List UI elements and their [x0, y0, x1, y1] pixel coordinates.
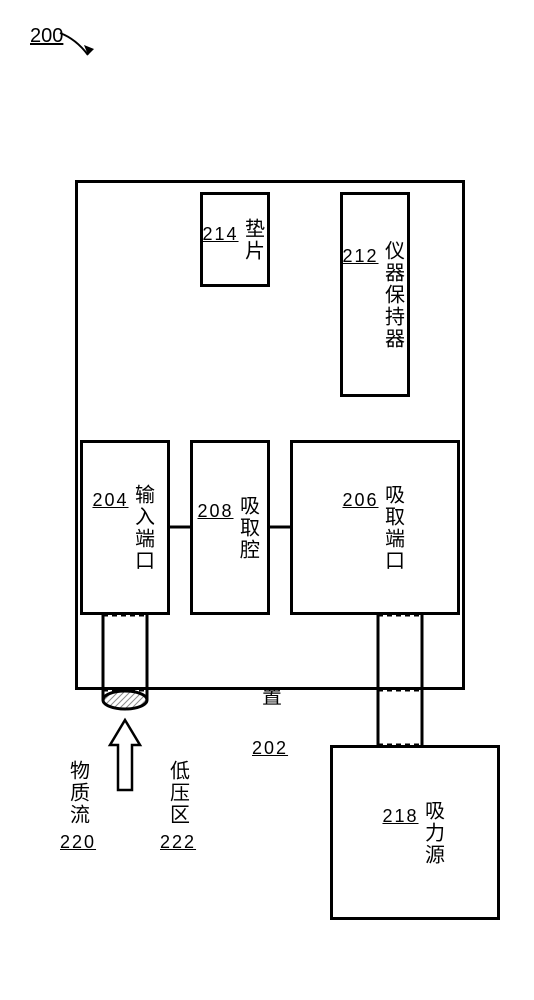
material-flow-arrow [110, 720, 140, 790]
suction-cavity-label: 吸取腔 208 [197, 495, 262, 561]
suction-source-box: 吸力源 218 [330, 745, 500, 920]
input-port-label: 输入端口 204 [92, 484, 157, 572]
input-port-box: 输入端口 204 [80, 440, 170, 615]
material-flow-label: 物质流 220 [60, 760, 96, 853]
suction-cavity-box: 吸取腔 208 [190, 440, 270, 615]
suction-port-box: 吸取端口 206 [290, 440, 460, 615]
instrument-holder-label: 仪器保持器 212 [342, 240, 407, 350]
instrument-holder-box: 仪器保持器 212 [340, 192, 410, 397]
suction-source-label: 吸力源 218 [382, 800, 447, 866]
figure-number: 200 [30, 25, 63, 48]
suction-port-label: 吸取端口 206 [342, 484, 407, 572]
low-pressure-label: 低压区 222 [160, 760, 196, 853]
diagram-canvas: 200 仪器保持器 212 垫片 214 吸取端口 206 吸取腔 208 [0, 0, 534, 1000]
pad-label: 垫片 214 [202, 218, 267, 262]
pad-box: 垫片 214 [200, 192, 270, 287]
